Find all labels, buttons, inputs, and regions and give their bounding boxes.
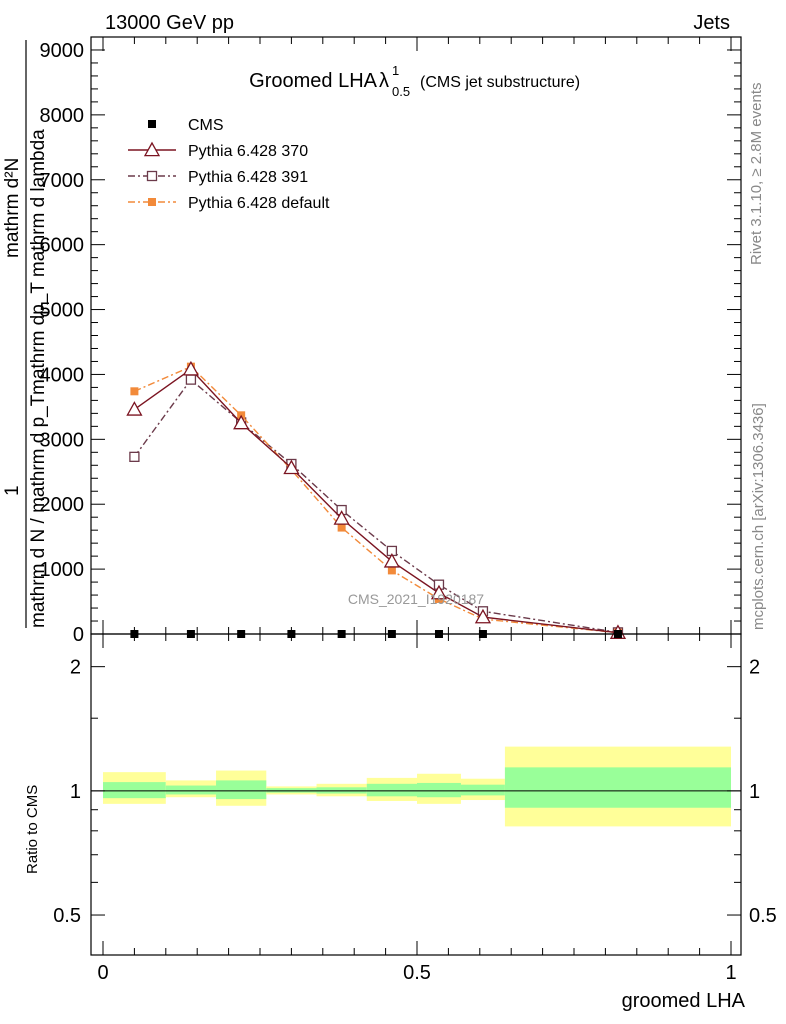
y-label-one: 1	[2, 485, 23, 496]
chart-subtitle: (CMS jet substructure)	[420, 74, 580, 91]
data-point-pythia-6-428-370	[182, 360, 200, 376]
ratio-y-tick-label-right: 0.5	[749, 905, 777, 927]
y-tick-label: 0	[73, 624, 84, 646]
y-tick-label: 3000	[40, 429, 85, 451]
ratio-inner-band	[460, 784, 505, 796]
y-tick-label: 8000	[40, 105, 85, 127]
data-point-pythia-6-428-370	[430, 584, 448, 600]
ratio-inner-band	[216, 780, 267, 800]
ratio-inner-band	[417, 782, 461, 798]
ratio-y-tick-label-right: 2	[749, 657, 760, 679]
series-line-pythia-6-428-default	[134, 365, 619, 634]
legend-label: CMS	[188, 117, 224, 134]
legend-marker	[146, 170, 158, 182]
data-point-pythia-6-428-default	[337, 523, 346, 532]
ratio-y-tick-label: 1	[70, 781, 81, 803]
legend-item-cms: CMS	[148, 117, 224, 134]
rivet-label: Rivet 3.1.10, ≥ 2.8M events	[748, 83, 765, 266]
data-point-pythia-6-428-default	[130, 387, 139, 396]
x-axis-label: groomed LHA	[622, 990, 746, 1012]
data-point-pythia-6-428-370	[333, 510, 350, 525]
watermark: CMS_2021_I1920187	[348, 591, 484, 607]
chart-title-sub: 0.5	[392, 84, 410, 99]
y-tick-label: 5000	[40, 300, 85, 322]
ratio-y-tick-label-right: 1	[749, 781, 760, 803]
y-tick-label: 9000	[40, 40, 85, 62]
ratio-inner-band	[366, 783, 417, 797]
chart-title-sup: 1	[392, 63, 399, 78]
y-label-denominator: mathrm d N / mathrm d p_T	[28, 394, 49, 628]
legend-marker	[148, 198, 156, 206]
data-point-pythia-6-428-default	[387, 566, 396, 575]
ratio-y-label: Ratio to CMS	[24, 785, 41, 874]
process-label: Jets	[693, 12, 730, 34]
ratio-y-tick-label: 2	[70, 657, 81, 679]
data-point-pythia-6-428-391	[129, 451, 140, 462]
data-point-pythia-6-428-391	[185, 374, 197, 385]
chart-title-symbol: λ	[379, 70, 389, 92]
data-point-pythia-6-428-370	[283, 459, 300, 475]
ratio-inner-band	[504, 767, 731, 808]
legend-item-pythia-6-428-391: Pythia 6.428 391	[128, 169, 308, 186]
legend-item-pythia-6-428-default: Pythia 6.428 default	[128, 195, 330, 212]
ratio-y-tick-label: 0.5	[53, 905, 81, 927]
ratio-frame	[90, 633, 742, 956]
legend-item-pythia-6-428-370: Pythia 6.428 370	[128, 141, 308, 160]
data-point-pythia-6-428-370	[474, 608, 492, 624]
ratio-inner-band	[103, 782, 166, 799]
energy-label: 13000 GeV pp	[105, 12, 234, 34]
chart-title-text: Groomed LHA	[249, 70, 377, 92]
chart-title: Groomed LHA λ 1 0.5 (CMS jet substructur…	[249, 63, 580, 99]
legend-label: Pythia 6.428 391	[188, 169, 308, 186]
legend-label: Pythia 6.428 370	[188, 143, 308, 160]
main-y-label: mathrm d²N mathrm dp_T mathrm d lambda 1…	[2, 40, 49, 628]
ratio-plot: 0 0.5 1 0.5 0.5 1 1 2 2	[53, 633, 777, 984]
x-tick-label: 0.5	[403, 962, 431, 984]
y-label-numerator-line2: mathrm dp_T mathrm d lambda	[28, 129, 49, 395]
data-point-pythia-6-428-370	[126, 401, 143, 416]
legend: CMS Pythia 6.428 370 Pythia 6.428 391 Pythi…	[128, 117, 330, 212]
main-plot: 0 1000 2000 3000 4000 5000 6000 7000 8000 9000	[40, 36, 742, 646]
y-tick-label: 1000	[40, 559, 85, 581]
y-tick-label: 7000	[40, 170, 85, 192]
data-point-pythia-6-428-370	[383, 552, 400, 568]
data-point-pythia-6-428-370	[233, 414, 250, 430]
x-tick-label: 1	[725, 962, 736, 984]
x-tick-label: 0	[97, 962, 108, 984]
legend-marker	[143, 141, 161, 157]
y-tick-label: 4000	[40, 364, 85, 386]
y-tick-label: 6000	[40, 235, 85, 257]
legend-label: Pythia 6.428 default	[188, 195, 330, 212]
ratio-inner-band	[165, 785, 217, 795]
y-label-numerator: mathrm d²N	[2, 158, 23, 258]
legend-marker	[148, 120, 156, 128]
y-tick-label: 2000	[40, 494, 85, 516]
mcplots-label: mcplots.cern.ch [arXiv:1306.3436]	[750, 403, 767, 630]
